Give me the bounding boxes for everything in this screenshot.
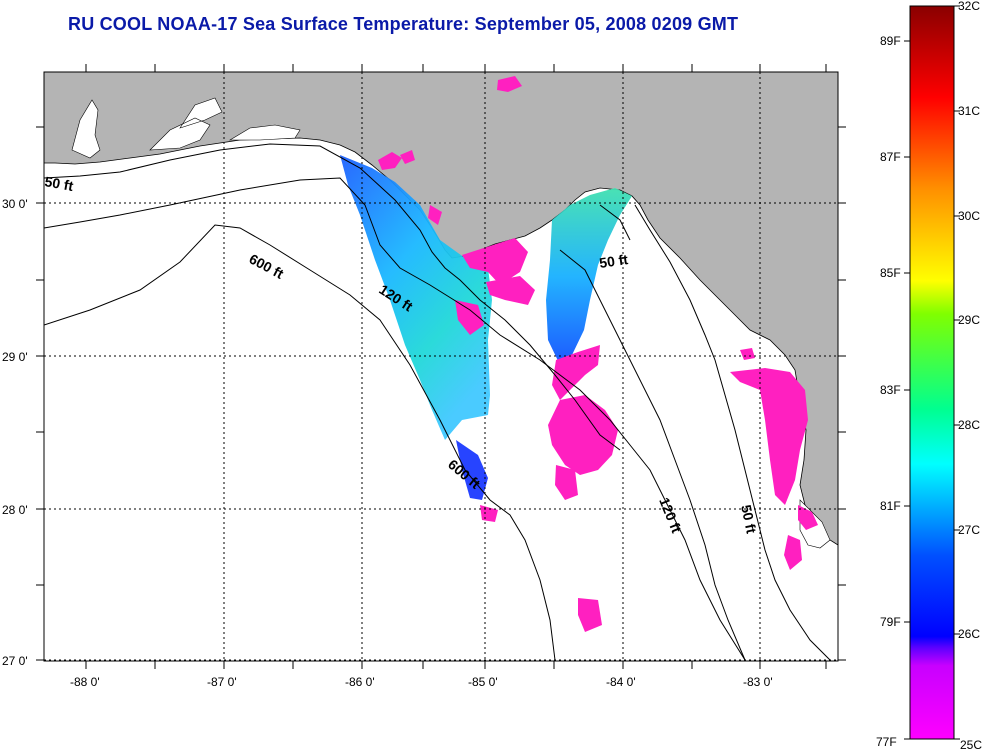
frame-ticks	[36, 64, 846, 669]
bay-water	[71, 97, 301, 159]
lat-label: 27 0'	[2, 654, 28, 668]
lon-label: -84 0'	[606, 675, 636, 689]
longitude-labels: -88 0' -87 0' -86 0' -85 0' -84 0' -83 0…	[70, 675, 773, 689]
contour-label: 50 ft	[738, 503, 760, 535]
fahrenheit-label: 79F	[880, 615, 901, 629]
colorbar-gradient	[909, 5, 955, 740]
contour-50ft-east	[634, 204, 831, 661]
contour-120ft	[44, 177, 746, 661]
fahrenheit-label: 89F	[880, 34, 901, 48]
lon-label: -83 0'	[743, 675, 773, 689]
lat-label: 29 0'	[2, 350, 28, 364]
fahrenheit-label: 77F	[876, 735, 897, 749]
celsius-label: 30C	[958, 209, 980, 223]
celsius-label: 29C	[958, 313, 980, 327]
celsius-label: 31C	[958, 104, 980, 118]
celsius-label: 25C	[960, 738, 982, 752]
contour-label: 50 ft	[598, 251, 629, 271]
bathymetry-contours	[44, 143, 831, 661]
map-title: RU COOL NOAA-17 Sea Surface Temperature:…	[68, 14, 739, 34]
contour-50ft-west	[44, 143, 621, 451]
graticule	[44, 72, 838, 661]
contour-120ft-east	[559, 249, 746, 661]
fahrenheit-label: 85F	[880, 266, 901, 280]
lon-label: -88 0'	[70, 675, 100, 689]
fahrenheit-label: 81F	[880, 499, 901, 513]
fahrenheit-label: 87F	[880, 150, 901, 164]
contour-600ft	[44, 224, 556, 661]
celsius-label: 28C	[958, 418, 980, 432]
lat-label: 30 0'	[2, 197, 28, 211]
contour-label: 50 ft	[43, 173, 74, 194]
sst-patch	[456, 440, 488, 500]
lon-label: -87 0'	[207, 675, 237, 689]
celsius-label: 26C	[958, 627, 980, 641]
celsius-label: 27C	[958, 523, 980, 537]
sst-swath-east	[546, 188, 632, 365]
fahrenheit-label: 83F	[880, 383, 901, 397]
lon-label: -85 0'	[468, 675, 498, 689]
colorbar: 32C 31C 30C 29C 28C 27C 26C 25C 89F 87F …	[876, 0, 982, 752]
sst-swath-west	[340, 155, 492, 440]
celsius-label: 32C	[958, 0, 980, 13]
lat-label: 28 0'	[2, 503, 28, 517]
lon-label: -86 0'	[345, 675, 375, 689]
contour-600ft-east	[599, 204, 631, 241]
latitude-labels: 30 0' 29 0' 28 0' 27 0'	[2, 197, 28, 668]
